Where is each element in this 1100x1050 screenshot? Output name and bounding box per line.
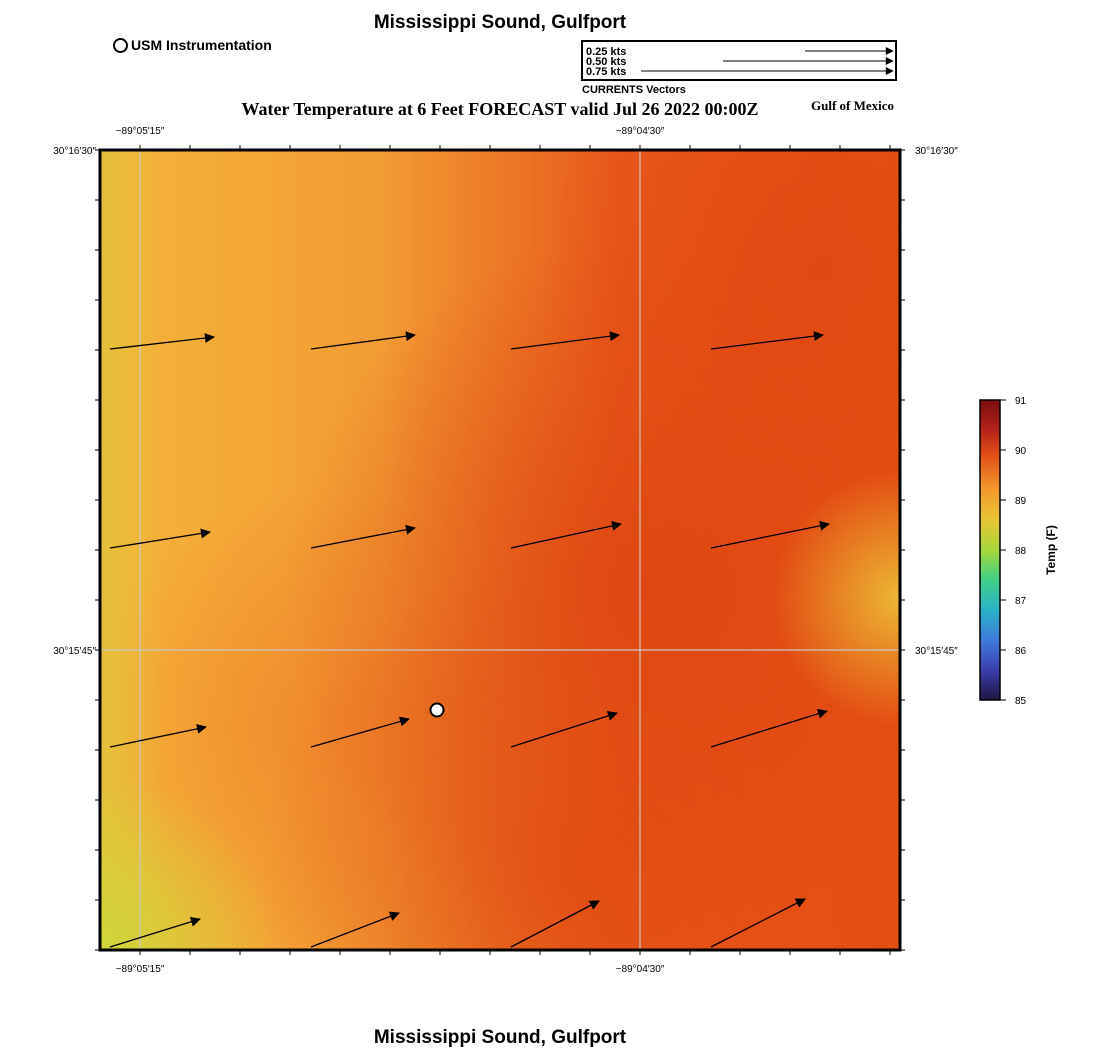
colorbar-label: Temp (F) [1044,525,1058,575]
region-label: Gulf of Mexico [811,98,895,113]
current-vector-arrow [109,723,207,748]
current-vector-arrow [310,524,416,549]
legend-entry-050: 0.50 kts [586,56,627,68]
current-vector-arrow [109,916,201,948]
colorbar-tick-85: 85 [1015,696,1027,707]
colorbar-tick-86: 86 [1015,646,1027,657]
lat-label-right-2: 30°15′45″ [915,646,958,657]
current-vector-arrow [310,911,400,948]
colorbar-tick-88: 88 [1015,546,1027,557]
lat-label-left-1: 30°16′30″ [53,146,96,157]
current-vector-arrow [710,331,824,350]
map-title-bottom: Mississippi Sound, Gulfport [373,1027,627,1048]
legend-arrows [641,47,894,75]
current-vector-arrow [109,528,211,549]
lon-label-top-1: −89°05′15″ [116,126,165,137]
current-vectors [109,331,830,948]
legend-entry-075: 0.75 kts [586,66,627,78]
vector-legend-title: CURRENTS Vectors [582,84,686,96]
current-vector-arrow [710,898,806,948]
current-vector-arrow [510,331,620,350]
current-vector-arrow [510,900,600,948]
colorbar: 91 90 89 88 87 86 85 Temp (F) [979,396,1058,707]
current-vector-arrow [310,716,410,748]
current-vector-arrow [510,521,622,549]
current-vector-arrow [710,708,828,748]
station-marker[interactable] [429,702,445,718]
colorbar-tick-90: 90 [1015,446,1027,457]
vector-legend: 0.25 kts 0.50 kts 0.75 kts [581,40,897,81]
lon-label-top-2: −89°04′30″ [616,126,665,137]
lat-label-right-1: 30°16′30″ [915,146,958,157]
station-marker-icon [113,37,128,53]
map-title: Mississippi Sound, Gulfport [373,12,627,33]
map-subtitle: Water Temperature at 6 Feet FORECAST val… [241,99,759,119]
current-vector-arrow [510,710,618,748]
lat-label-left-2: 30°15′45″ [53,646,96,657]
lon-label-bottom-1: −89°05′15″ [116,964,165,975]
station-legend-label: USM Instrumentation [131,37,272,53]
current-vector-arrow [310,331,416,350]
frame-ticks [95,145,905,955]
colorbar-tick-91: 91 [1015,396,1027,407]
colorbar-tick-87: 87 [1015,596,1027,607]
colorbar-tick-89: 89 [1015,496,1027,507]
legend-entry-025: 0.25 kts [586,46,627,58]
station-legend: USM Instrumentation [113,37,272,53]
temperature-map: −89°05′15″ −89°04′30″ −89°05′15″ −89°04′… [53,126,1058,975]
current-vector-arrow [109,333,215,350]
current-vector-arrow [710,520,830,549]
temperature-field [100,150,900,950]
lon-label-bottom-2: −89°04′30″ [616,964,665,975]
map-gridlines [100,150,900,950]
